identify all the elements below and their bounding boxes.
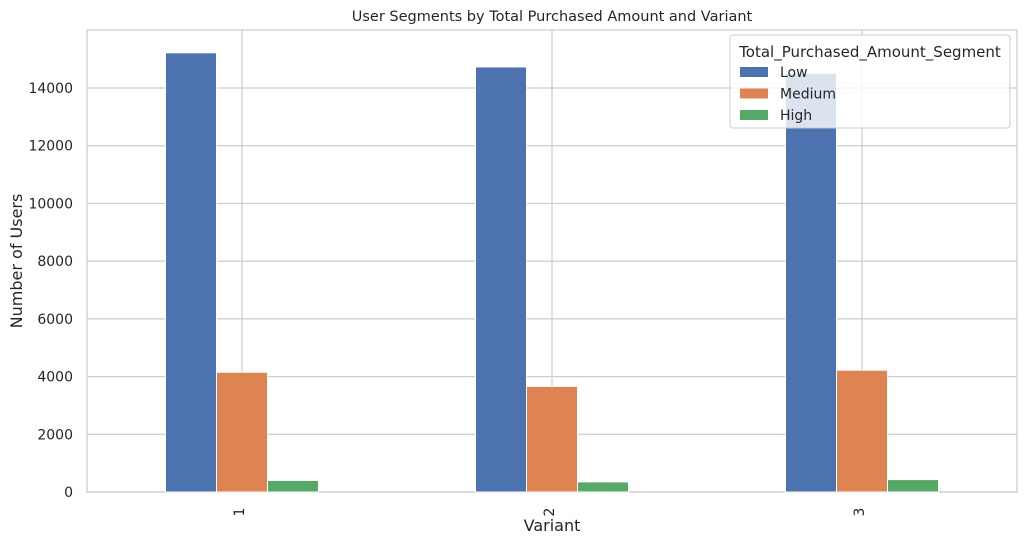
legend-title: Total_Purchased_Amount_Segment	[738, 43, 1001, 62]
y-tick-label: 4000	[37, 370, 73, 386]
x-tick-label: 3	[852, 508, 868, 517]
bars	[165, 52, 939, 493]
bar-low-variant-1	[165, 52, 217, 493]
bar-low-variant-2	[475, 66, 527, 493]
legend-swatch-low	[740, 67, 768, 77]
y-tick-labels: 0 2000 4000 6000 8000 10000 12000 14000	[28, 81, 73, 501]
bar-high-variant-3	[887, 479, 939, 493]
y-tick-label: 0	[64, 485, 73, 501]
x-tick-label: 1	[232, 508, 248, 517]
bar-high-variant-2	[577, 481, 629, 493]
legend-swatch-medium	[740, 88, 768, 99]
bar-medium-variant-2	[526, 385, 578, 493]
y-tick-label: 2000	[37, 427, 73, 443]
y-tick-label: 10000	[28, 196, 73, 212]
y-tick-label: 12000	[28, 139, 73, 155]
bar-low-variant-3	[785, 72, 837, 493]
legend-swatch-high	[740, 110, 768, 120]
bar-medium-variant-3	[836, 369, 888, 493]
legend-label-high: High	[780, 108, 812, 124]
bar-high-variant-1	[267, 479, 319, 493]
legend-label-medium: Medium	[780, 87, 836, 103]
legend-box	[729, 34, 1011, 129]
legend: Total_Purchased_Amount_Segment Low Medium…	[729, 34, 1011, 129]
y-tick-label: 6000	[37, 312, 73, 328]
x-tick-labels: 1 2 3	[232, 508, 868, 517]
x-tick-label: 2	[542, 508, 558, 517]
y-tick-label: 14000	[28, 81, 73, 97]
y-tick-label: 8000	[37, 254, 73, 270]
x-axis-label: Variant	[524, 516, 581, 535]
y-axis-label: Number of Users	[7, 194, 26, 329]
chart-title: User Segments by Total Purchased Amount …	[352, 9, 753, 25]
legend-items: Low Medium High	[740, 65, 836, 124]
bar-medium-variant-1	[216, 371, 268, 493]
legend-label-low: Low	[780, 65, 808, 81]
